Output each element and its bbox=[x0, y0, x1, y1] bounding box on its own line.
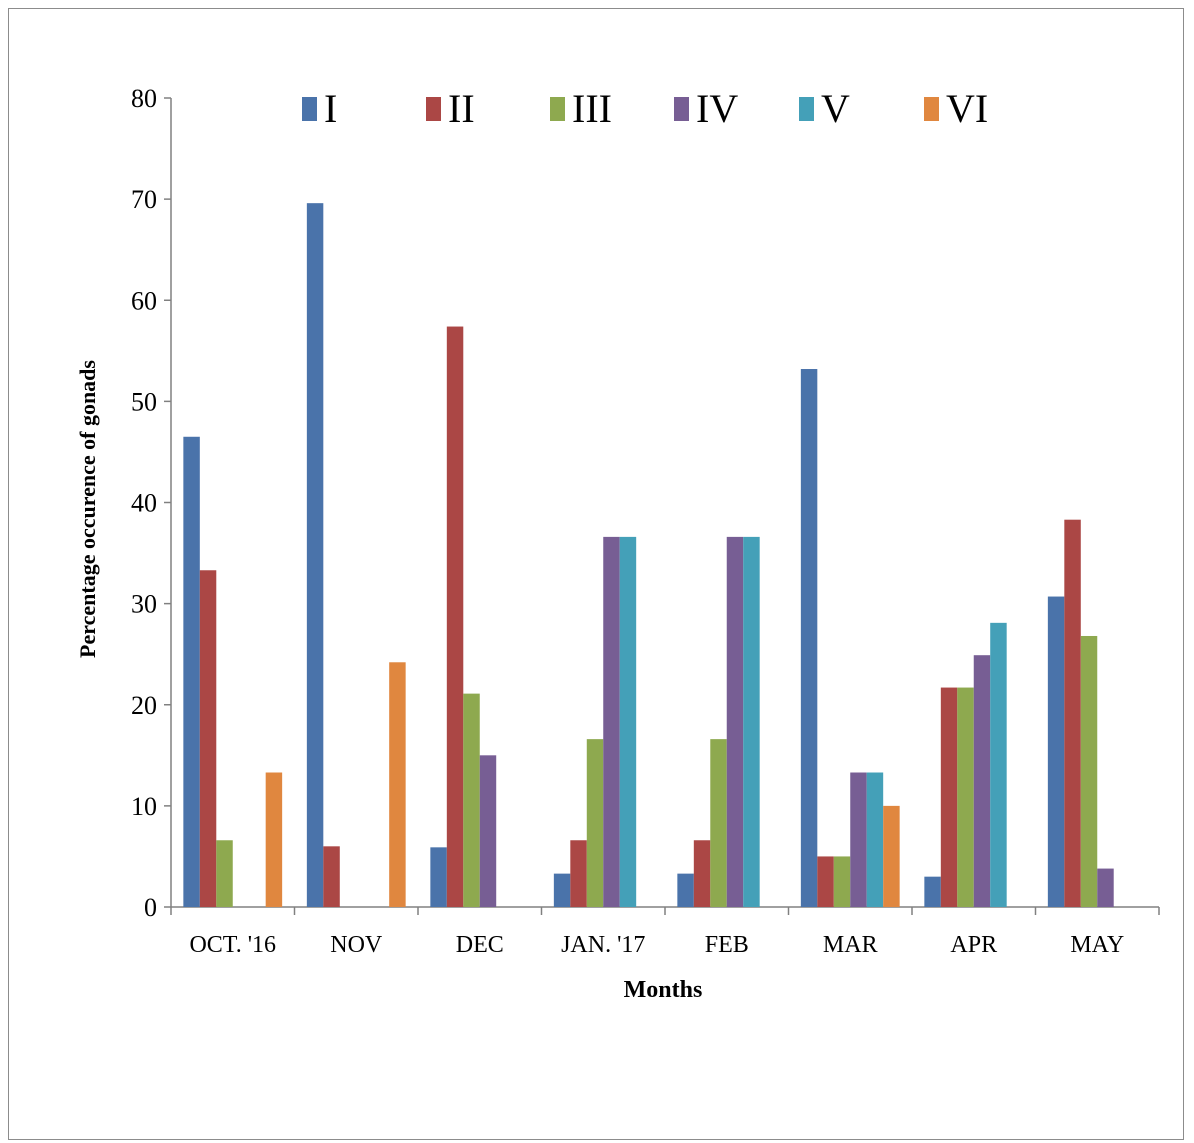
bar-IV-3 bbox=[603, 536, 620, 907]
y-tick-label: 80 bbox=[131, 84, 157, 113]
bar-II-7 bbox=[1064, 519, 1081, 907]
y-tick-labels: 0 10 20 30 40 50 60 70 80 bbox=[131, 84, 157, 922]
bar-II-2 bbox=[446, 326, 464, 908]
bar-III-4 bbox=[710, 739, 727, 907]
x-tick-label: APR bbox=[950, 932, 997, 958]
legend-swatch-II bbox=[426, 97, 441, 121]
bar-I-4 bbox=[677, 873, 694, 907]
bar-III-5 bbox=[833, 856, 851, 907]
x-tick-label: DEC bbox=[456, 932, 504, 958]
y-axis-label: Percentage occurence of gonads bbox=[75, 360, 100, 658]
x-tick-label: MAY bbox=[1070, 932, 1124, 958]
legend-label-II: II bbox=[448, 86, 475, 131]
bar-II-6 bbox=[940, 687, 958, 907]
y-tick-label: 30 bbox=[131, 590, 157, 619]
bar-III-7 bbox=[1080, 635, 1098, 907]
bar-chart: 0 10 20 30 40 50 60 70 80 OCT. '16 NOV DEC JAN. '17… bbox=[75, 84, 1160, 1003]
bar-I-5 bbox=[800, 369, 818, 907]
bar-II-3 bbox=[570, 840, 587, 907]
y-tick-label: 50 bbox=[131, 387, 157, 416]
bar-I-6 bbox=[924, 876, 941, 907]
y-tick-label: 20 bbox=[131, 691, 157, 720]
legend-swatch-III bbox=[550, 97, 565, 121]
bar-III-3 bbox=[586, 739, 604, 907]
bar-IV-6 bbox=[973, 655, 991, 907]
bar-II-5 bbox=[817, 856, 834, 907]
bar-IV-2 bbox=[479, 755, 497, 907]
bar-I-1 bbox=[306, 203, 324, 908]
legend-swatch-VI bbox=[924, 97, 939, 121]
bar-V-3 bbox=[619, 536, 637, 907]
y-tick-label: 60 bbox=[131, 286, 157, 315]
x-tick-labels: OCT. '16 NOV DEC JAN. '17 FEB MAR APR MAY bbox=[189, 932, 1124, 958]
bar-V-4 bbox=[743, 536, 760, 907]
bar-IV-5 bbox=[850, 772, 867, 907]
chart-area: 0 10 20 30 40 50 60 70 80 OCT. '16 NOV DEC JAN. '17… bbox=[8, 8, 1184, 1140]
bar-III-2 bbox=[463, 693, 480, 907]
legend-swatch-IV bbox=[674, 97, 689, 121]
y-tick-label: 40 bbox=[131, 489, 157, 518]
bar-V-5 bbox=[866, 772, 884, 907]
bars bbox=[183, 203, 1114, 908]
bar-II-0 bbox=[199, 570, 217, 907]
x-tick-label: MAR bbox=[823, 932, 878, 958]
x-tick-label: FEB bbox=[705, 932, 749, 958]
x-tick-label: NOV bbox=[330, 932, 383, 958]
x-tick-label: OCT. '16 bbox=[189, 932, 276, 958]
legend-label-IV: IV bbox=[696, 86, 738, 131]
bar-II-1 bbox=[323, 846, 340, 907]
bar-I-7 bbox=[1047, 596, 1065, 907]
legend-label-III: III bbox=[572, 86, 612, 131]
y-tick-label: 70 bbox=[131, 185, 157, 214]
legend-label-VI: VI bbox=[946, 86, 988, 131]
bar-IV-4 bbox=[726, 536, 744, 907]
legend: I II III IV V VI bbox=[302, 86, 988, 131]
legend-swatch-I bbox=[302, 97, 317, 121]
legend-label-I: I bbox=[324, 86, 337, 131]
bar-I-2 bbox=[430, 847, 447, 907]
y-tick-label: 10 bbox=[131, 792, 157, 821]
bar-V-6 bbox=[990, 622, 1007, 907]
bar-I-0 bbox=[183, 436, 200, 907]
legend-label-V: V bbox=[821, 86, 850, 131]
x-tick-label: JAN. '17 bbox=[561, 932, 645, 958]
bar-III-0 bbox=[216, 840, 233, 907]
x-axis-label: Months bbox=[624, 977, 703, 1003]
bar-VI-5 bbox=[883, 805, 900, 907]
bar-I-3 bbox=[553, 873, 571, 907]
bar-III-6 bbox=[957, 687, 974, 907]
bar-VI-1 bbox=[389, 662, 406, 907]
bar-II-4 bbox=[693, 840, 711, 907]
legend-swatch-V bbox=[799, 97, 814, 121]
bar-IV-7 bbox=[1097, 868, 1114, 907]
bar-VI-0 bbox=[265, 772, 283, 907]
y-tick-label: 0 bbox=[144, 893, 157, 922]
